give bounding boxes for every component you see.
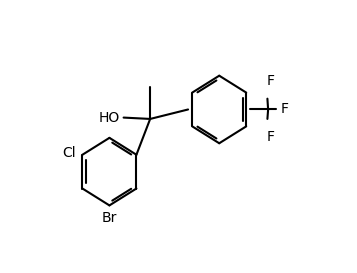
Text: F: F — [281, 102, 289, 117]
Text: F: F — [267, 129, 275, 144]
Text: F: F — [267, 74, 275, 88]
Text: Cl: Cl — [62, 146, 76, 161]
Text: HO: HO — [99, 111, 120, 124]
Text: Br: Br — [102, 210, 117, 225]
